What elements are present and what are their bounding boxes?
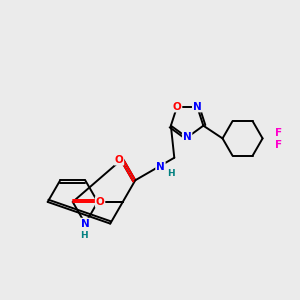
- Text: F: F: [275, 140, 282, 150]
- Text: O: O: [96, 197, 104, 207]
- Text: F: F: [275, 128, 282, 138]
- Text: H: H: [80, 232, 88, 241]
- Text: N: N: [156, 162, 165, 172]
- Text: N: N: [81, 219, 90, 229]
- Text: O: O: [173, 102, 182, 112]
- Text: N: N: [183, 133, 191, 142]
- Text: N: N: [193, 102, 202, 112]
- Text: H: H: [167, 169, 174, 178]
- Text: O: O: [115, 155, 123, 165]
